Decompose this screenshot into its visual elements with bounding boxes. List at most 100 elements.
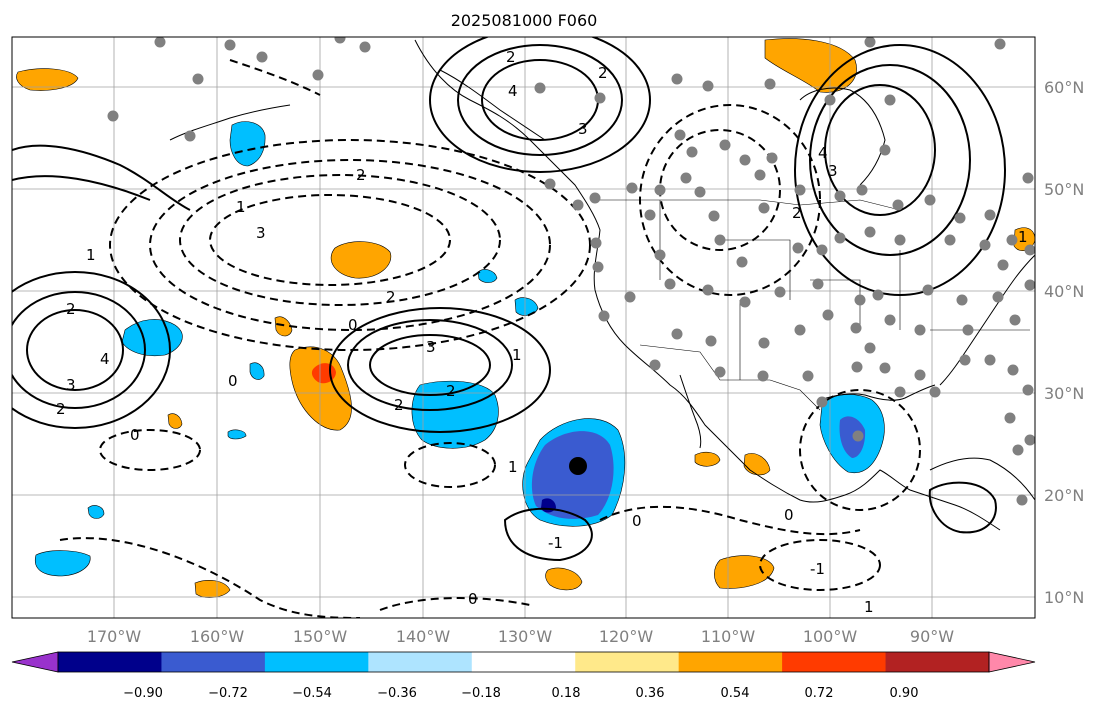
colorbar-label: 0.72 [805, 686, 834, 701]
map-title: 2025081000 F060 [451, 11, 598, 30]
contour-label: 0 [632, 512, 642, 530]
station-dot [852, 430, 864, 442]
station-dot [664, 278, 676, 290]
blue-blob-small-3 [87, 505, 105, 519]
colorbar-bin [471, 652, 576, 672]
contour-label: 0 [348, 316, 358, 334]
contour-label: 0 [784, 506, 794, 524]
lat-label: 60°N [1044, 78, 1084, 97]
station-dot [884, 314, 896, 326]
station-dot [154, 37, 166, 48]
station-dot [1024, 244, 1035, 256]
station-dot [794, 324, 806, 336]
contour-label: 1 [86, 246, 96, 264]
contour-label: -1 [810, 560, 825, 578]
colorbar-label: 0.18 [552, 686, 581, 701]
station-dot [649, 359, 661, 371]
station-dot [654, 249, 666, 261]
contour-label: 2 [598, 64, 608, 82]
lon-label: 130°W [498, 627, 553, 646]
colorbar-frame [57, 651, 990, 673]
station-dot [802, 370, 814, 382]
station-dot [686, 146, 698, 158]
orange-blob-mexico-1 [694, 451, 721, 467]
contour-label: 0 [130, 426, 140, 444]
lon-label: 170°W [87, 627, 142, 646]
station-dot [592, 261, 604, 273]
lon-label: 90°W [910, 627, 954, 646]
orange-blob-hawaii [167, 413, 183, 429]
blue-core-gulf [839, 416, 866, 458]
station-dot [705, 335, 717, 347]
station-dot [590, 237, 602, 249]
station-dot [894, 386, 906, 398]
station-dot [879, 144, 891, 156]
contour-label: 3 [256, 224, 266, 242]
colorbar-bin [885, 652, 990, 672]
station-dot [954, 212, 966, 224]
lon-label: 110°W [701, 627, 756, 646]
station-dot [914, 324, 926, 336]
longitude-labels: 170°W 160°W 150°W 140°W 130°W 120°W 110°… [87, 627, 954, 646]
colorbar-label: −0.90 [123, 686, 163, 701]
orange-blob-hudson [764, 38, 857, 93]
station-dot [856, 184, 868, 196]
borders [598, 199, 1030, 411]
orange-blob-subtropics [289, 346, 352, 431]
station-dot [914, 369, 926, 381]
station-dot [256, 51, 268, 63]
colorbar: −0.90 −0.72 −0.54 −0.36 −0.18 0.18 0.36 … [11, 651, 1036, 701]
colorbar-label: −0.72 [208, 686, 248, 701]
station-dot [816, 396, 828, 408]
colorbar-label: −0.36 [377, 686, 417, 701]
orange-blob-mexico-2 [743, 453, 771, 476]
station-dot [794, 184, 806, 196]
contour-label: 1 [508, 458, 518, 476]
contour-label: 3 [578, 120, 588, 138]
lon-label: 100°W [803, 627, 858, 646]
station-dot [1006, 234, 1018, 246]
contour-label: 2 [394, 396, 404, 414]
station-dot [598, 310, 610, 322]
contour-label: 0 [228, 372, 238, 390]
colorbar-bins [11, 651, 1036, 673]
station-dot [1009, 314, 1021, 326]
station-dot [702, 80, 714, 92]
colorbar-label: −0.18 [461, 686, 501, 701]
station-dot [671, 73, 683, 85]
contour-label: 2 [506, 48, 516, 66]
blue-blob-small-4 [227, 429, 247, 440]
lon-label: 120°W [599, 627, 654, 646]
station-dot [680, 172, 692, 184]
station-dot [334, 37, 346, 44]
colorbar-labels: −0.90 −0.72 −0.54 −0.36 −0.18 0.18 0.36 … [123, 686, 918, 701]
station-dot [671, 328, 683, 340]
station-dot [956, 294, 968, 306]
station-dot [754, 169, 766, 181]
map-frame [11, 36, 1036, 619]
station-dot [708, 210, 720, 222]
contour-label: 2 [66, 300, 76, 318]
station-dot [872, 289, 884, 301]
station-dot [714, 366, 726, 378]
station-dot [654, 184, 666, 196]
station-dot [1004, 412, 1016, 424]
colorbar-bin [161, 652, 266, 672]
lat-label: 50°N [1044, 180, 1084, 199]
station-dot [864, 226, 876, 238]
dashed-contours [59, 59, 921, 618]
station-dot [534, 82, 546, 94]
station-dot [997, 259, 1009, 271]
orange-blob-north-pacific [330, 241, 392, 279]
contour-label: 2 [792, 204, 802, 222]
station-dot [994, 38, 1006, 50]
station-dot [674, 129, 686, 141]
station-dot [359, 41, 371, 53]
station-dots [107, 37, 1035, 506]
station-dot [589, 192, 601, 204]
lon-label: 140°W [396, 627, 451, 646]
contour-label: 1 [1018, 228, 1028, 246]
station-dot [959, 354, 971, 366]
blue-blob-southwest [34, 550, 91, 577]
